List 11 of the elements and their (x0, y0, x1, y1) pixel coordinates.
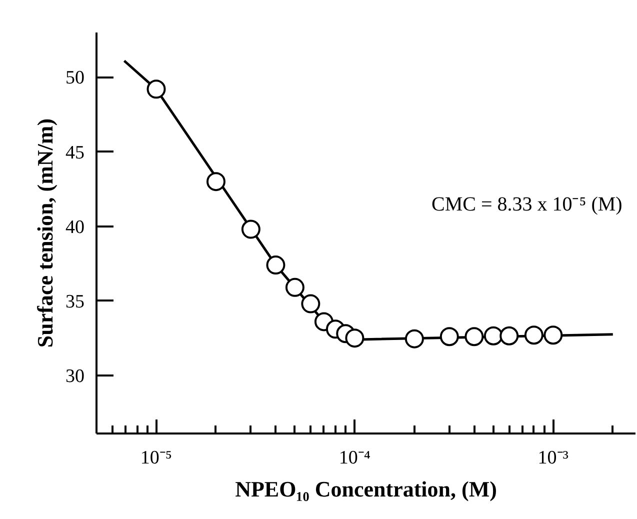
x-tick-label: 10⁻³ (538, 448, 569, 468)
x-tick-label: 10⁻⁴ (338, 448, 371, 468)
y-axis-title: Surface tension, (mN/m) (32, 118, 58, 348)
y-tick-label: 45 (66, 142, 84, 164)
y-tick-label: 35 (66, 291, 84, 312)
y-tick-label: 30 (66, 366, 84, 387)
y-tick-label: 40 (66, 216, 84, 238)
y-tick-label: 50 (66, 68, 84, 89)
x-axis-title: NPEO₁₀ Concentration, (M) (235, 476, 497, 502)
x-tick-label: 10⁻⁵ (140, 448, 172, 468)
annotation: CMC = 8.33 x 10⁻⁵ (M) (432, 194, 622, 216)
